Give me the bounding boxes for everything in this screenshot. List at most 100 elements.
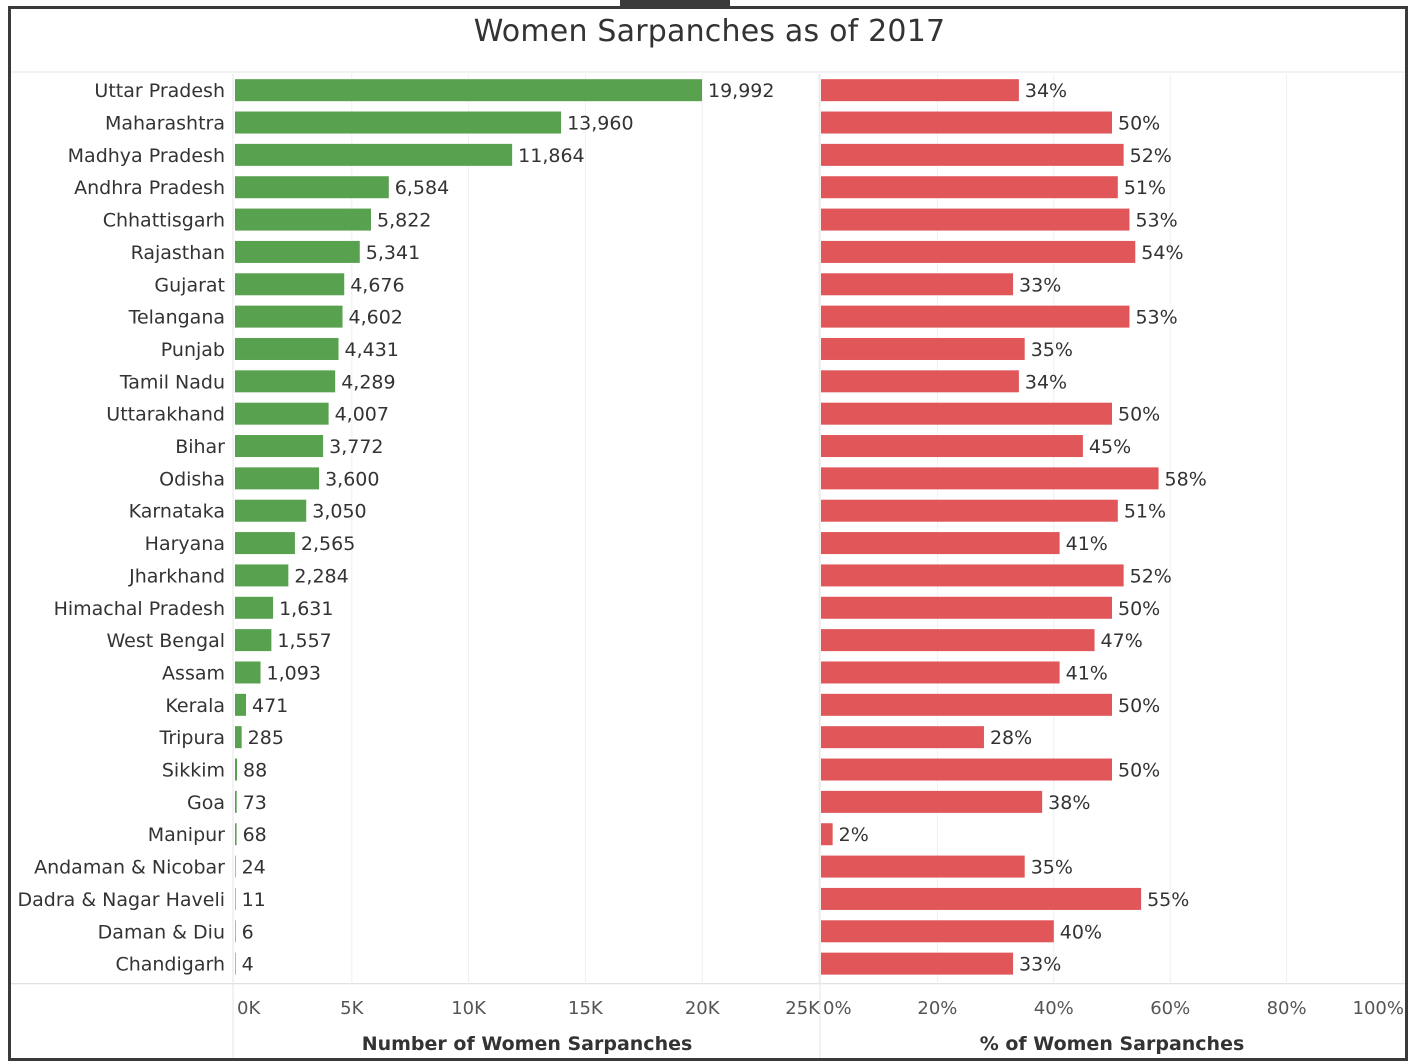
data-label-count: 4: [242, 954, 254, 976]
bar-count: [235, 499, 307, 522]
data-label-percent: 51%: [1124, 501, 1166, 523]
data-label-percent: 55%: [1147, 889, 1189, 911]
data-label-count: 1,631: [279, 598, 333, 620]
bar-percent: [821, 596, 1112, 619]
tick-label-percent: 100%: [1353, 998, 1404, 1019]
data-label-count: 4,676: [350, 274, 404, 296]
bar-count: [235, 337, 339, 360]
data-label-count: 4,602: [349, 307, 403, 329]
tick-label-count: 5K: [340, 998, 364, 1019]
category-label: Rajasthan: [131, 242, 225, 264]
category-label: Dadra & Nagar Haveli: [17, 889, 225, 911]
bar-percent: [821, 143, 1124, 166]
bar-count: [235, 176, 389, 199]
bar-percent: [821, 240, 1136, 263]
category-label: Gujarat: [154, 274, 225, 296]
category-label: Andaman & Nicobar: [34, 857, 225, 879]
data-label-count: 6,584: [395, 177, 449, 199]
data-label-percent: 41%: [1066, 533, 1108, 555]
bar-percent: [821, 435, 1083, 458]
data-label-count: 24: [242, 857, 266, 879]
data-label-count: 4,289: [341, 371, 395, 393]
bar-count: [235, 273, 345, 296]
bar-percent: [821, 661, 1060, 684]
bar-percent: [821, 629, 1095, 652]
category-label: Andhra Pradesh: [74, 177, 225, 199]
tick-label-count: 20K: [685, 998, 721, 1019]
bar-percent: [821, 952, 1014, 975]
data-label-percent: 28%: [990, 727, 1032, 749]
bar-percent: [821, 855, 1025, 878]
data-label-percent: 50%: [1118, 598, 1160, 620]
category-label: Telangana: [128, 307, 225, 329]
data-label-percent: 33%: [1019, 274, 1061, 296]
bar-count: [235, 370, 336, 393]
bar-percent: [821, 790, 1043, 813]
data-label-count: 5,822: [377, 210, 431, 232]
bar-percent: [821, 758, 1112, 781]
category-label: Maharashtra: [105, 113, 225, 135]
data-label-percent: 41%: [1066, 662, 1108, 684]
bar-percent: [821, 693, 1112, 716]
category-label: Punjab: [161, 339, 225, 361]
bar-count: [235, 240, 360, 263]
bar-count: [235, 920, 236, 943]
tick-label-count: 25K: [785, 998, 821, 1019]
bar-percent: [821, 337, 1025, 360]
bar-percent: [821, 920, 1054, 943]
data-label-percent: 58%: [1165, 468, 1207, 490]
axis-title-count: Number of Women Sarpanches: [362, 1033, 693, 1055]
data-label-count: 6: [242, 921, 254, 943]
category-label: Manipur: [148, 824, 225, 846]
category-label: Uttar Pradesh: [94, 80, 225, 102]
bar-percent: [821, 79, 1019, 102]
bar-count: [235, 467, 320, 490]
data-label-count: 3,600: [325, 468, 379, 490]
bar-percent: [821, 532, 1060, 555]
category-label: Karnataka: [129, 501, 225, 523]
category-label: Madhya Pradesh: [68, 145, 225, 167]
bar-count: [235, 111, 562, 134]
data-label-count: 471: [252, 695, 288, 717]
bar-percent: [821, 208, 1130, 231]
bar-count: [235, 79, 703, 102]
data-label-count: 11: [242, 889, 266, 911]
bar-count: [235, 564, 289, 587]
data-label-percent: 34%: [1025, 371, 1067, 393]
category-label: Haryana: [145, 533, 225, 555]
bar-percent: [821, 111, 1112, 134]
data-label-percent: 50%: [1118, 113, 1160, 135]
data-label-percent: 33%: [1019, 954, 1061, 976]
bar-percent: [821, 564, 1124, 587]
bar-count: [235, 208, 372, 231]
bar-count: [235, 855, 236, 878]
category-label: Chandigarh: [115, 954, 225, 976]
data-label-count: 2,565: [301, 533, 355, 555]
axis-title-percent: % of Women Sarpanches: [980, 1033, 1245, 1055]
data-label-percent: 47%: [1101, 630, 1143, 652]
data-label-count: 4,007: [335, 404, 389, 426]
category-label: Tamil Nadu: [119, 371, 225, 393]
bar-count: [235, 661, 261, 684]
data-label-percent: 50%: [1118, 695, 1160, 717]
bar-count: [235, 790, 237, 813]
data-label-percent: 52%: [1130, 565, 1172, 587]
data-label-percent: 45%: [1089, 436, 1131, 458]
category-label: Daman & Diu: [98, 921, 225, 943]
category-label: Assam: [162, 662, 225, 684]
data-label-percent: 51%: [1124, 177, 1166, 199]
data-label-count: 1,557: [277, 630, 331, 652]
tick-label-percent: 20%: [917, 998, 957, 1019]
category-label: Kerala: [165, 695, 225, 717]
bar-count: [235, 952, 236, 975]
category-label: Uttarakhand: [106, 404, 225, 426]
data-label-count: 13,960: [567, 113, 633, 135]
bar-percent: [821, 499, 1118, 522]
data-label-count: 5,341: [366, 242, 420, 264]
window-tab-bar: [620, 0, 730, 6]
data-label-count: 11,864: [518, 145, 584, 167]
bar-percent: [821, 887, 1142, 910]
bar-count: [235, 823, 237, 846]
data-label-count: 68: [243, 824, 267, 846]
